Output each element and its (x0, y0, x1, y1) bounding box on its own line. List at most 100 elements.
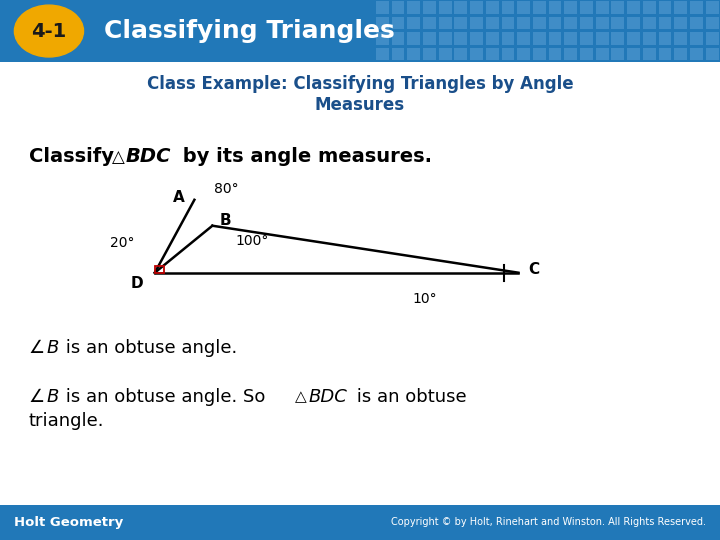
Bar (595, 48, 608, 60)
Text: △: △ (112, 147, 125, 166)
Text: BDC: BDC (126, 147, 171, 166)
Bar (470, 48, 483, 60)
Bar (438, 1, 451, 14)
Bar (690, 48, 703, 60)
Text: BDC: BDC (308, 388, 347, 406)
Bar (470, 32, 483, 45)
Bar (486, 1, 499, 14)
Text: D: D (130, 276, 143, 291)
Bar (517, 17, 530, 29)
Bar (580, 48, 593, 60)
Text: Classify: Classify (29, 147, 120, 166)
Bar (675, 17, 687, 29)
Bar (392, 48, 405, 60)
Bar (423, 17, 436, 29)
Bar (392, 17, 405, 29)
Text: Holt Geometry: Holt Geometry (14, 516, 124, 529)
Bar (580, 32, 593, 45)
Bar (502, 1, 514, 14)
Bar (580, 1, 593, 14)
Bar (486, 17, 499, 29)
Bar (549, 17, 562, 29)
Bar (376, 17, 389, 29)
Text: 4-1: 4-1 (32, 22, 66, 40)
Bar (438, 17, 451, 29)
Text: △: △ (295, 389, 307, 404)
Bar (549, 32, 562, 45)
Bar (408, 17, 420, 29)
Text: 100°: 100° (235, 234, 269, 248)
Bar (627, 32, 640, 45)
Text: by its angle measures.: by its angle measures. (176, 147, 433, 166)
Bar (611, 1, 624, 14)
Text: ∠: ∠ (29, 339, 45, 357)
Bar (533, 1, 546, 14)
Bar (643, 1, 656, 14)
Bar (627, 48, 640, 60)
Bar (454, 48, 467, 60)
Bar (454, 17, 467, 29)
Bar (423, 1, 436, 14)
Bar (423, 48, 436, 60)
Bar (502, 48, 514, 60)
Circle shape (14, 5, 84, 57)
Bar (408, 48, 420, 60)
Bar (517, 32, 530, 45)
Bar (643, 32, 656, 45)
Bar (470, 17, 483, 29)
Text: B: B (47, 388, 59, 406)
Bar (564, 32, 577, 45)
Bar (502, 17, 514, 29)
Bar (627, 17, 640, 29)
Bar (675, 1, 687, 14)
Bar (706, 48, 719, 60)
Text: is an obtuse: is an obtuse (351, 388, 467, 406)
Bar (564, 17, 577, 29)
Text: triangle.: triangle. (29, 412, 104, 430)
Bar (564, 1, 577, 14)
Bar (595, 32, 608, 45)
Bar (690, 1, 703, 14)
Text: 80°: 80° (215, 182, 239, 196)
Bar (392, 32, 405, 45)
Bar (611, 32, 624, 45)
Bar (675, 48, 687, 60)
Bar (408, 32, 420, 45)
Bar (564, 48, 577, 60)
Bar (376, 1, 389, 14)
Bar (470, 1, 483, 14)
Text: B: B (220, 213, 231, 228)
Bar (659, 1, 672, 14)
Bar (690, 17, 703, 29)
Bar (423, 32, 436, 45)
Bar (580, 17, 593, 29)
Bar (659, 48, 672, 60)
Bar (376, 48, 389, 60)
Bar (533, 32, 546, 45)
Bar (675, 32, 687, 45)
Bar (486, 48, 499, 60)
Text: ∠: ∠ (29, 388, 45, 406)
Bar (643, 48, 656, 60)
Text: B: B (47, 339, 59, 357)
Bar (533, 48, 546, 60)
Bar (0, 505, 720, 540)
Bar (659, 32, 672, 45)
Bar (155, 266, 164, 273)
Text: is an obtuse angle. So: is an obtuse angle. So (60, 388, 271, 406)
Bar (0, 0, 720, 62)
Bar (454, 32, 467, 45)
Bar (659, 17, 672, 29)
Text: Copyright © by Holt, Rinehart and Winston. All Rights Reserved.: Copyright © by Holt, Rinehart and Winsto… (391, 517, 706, 528)
Bar (376, 32, 389, 45)
Bar (611, 17, 624, 29)
Bar (595, 17, 608, 29)
Text: Measures: Measures (315, 96, 405, 114)
Text: Classifying Triangles: Classifying Triangles (104, 19, 395, 43)
Text: A: A (173, 190, 184, 205)
Bar (486, 32, 499, 45)
Bar (408, 1, 420, 14)
Bar (690, 32, 703, 45)
Bar (595, 1, 608, 14)
Text: is an obtuse angle.: is an obtuse angle. (60, 339, 237, 357)
